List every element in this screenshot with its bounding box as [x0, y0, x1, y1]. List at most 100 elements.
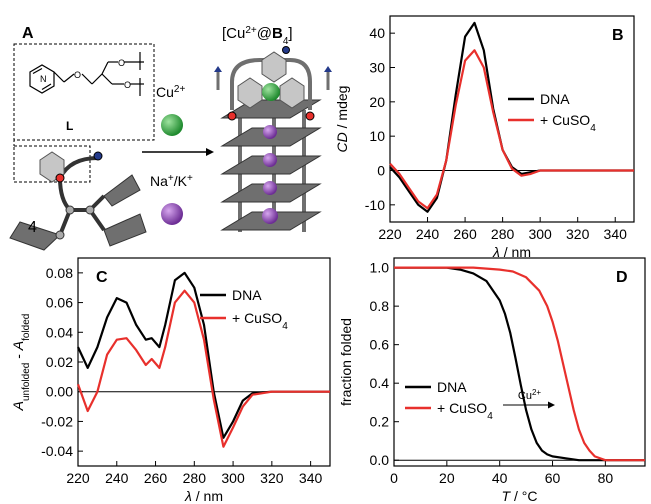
panel-c-difference-chart: 220 240 260 280 300 320 340 -0.04 -0.02 0.00 0.02 0…: [10, 257, 331, 504]
x-tick-label: 300: [528, 226, 552, 242]
shift-annotation: Cu2+: [518, 388, 542, 403]
legend-label: DNA: [540, 91, 570, 107]
legend-label: + CuSO4: [232, 310, 288, 332]
shift-arrowhead: [548, 401, 555, 409]
y-tick-label: -10: [365, 197, 385, 213]
panel-a-letter: A: [22, 25, 34, 42]
monomer-unit: [58, 156, 106, 236]
x-tick-label: 20: [439, 470, 455, 486]
y-tick-label: 0.2: [370, 414, 390, 430]
plot-frame: [389, 15, 635, 223]
y-tick-label: 0.0: [370, 452, 390, 468]
y-tick-label: 10: [369, 128, 385, 144]
legend-label: + CuSO4: [540, 112, 596, 134]
x-tick-label: 260: [144, 470, 168, 486]
cu-reagent-label: Cu2+: [156, 84, 185, 101]
y-tick-label: -0.02: [41, 413, 73, 429]
x-axis-title: T / °C: [502, 488, 538, 504]
cation-sphere: [263, 153, 277, 167]
strand-end-arrow: [324, 66, 332, 72]
stoichiometry-label: 4: [28, 219, 37, 236]
y-tick-label: 0.00: [46, 384, 73, 400]
y-axis-title: fraction folded: [338, 318, 354, 406]
y-tick-label: 0.04: [46, 324, 73, 340]
strand-end-arrow: [214, 66, 222, 72]
panel-b-cd-chart: 220 240 260 280 300 320 340 -10 0 10 20 30 40 Bλ / nm…: [334, 15, 635, 260]
y-axis-title: CD / mdeg: [334, 86, 350, 153]
x-tick-label: 220: [378, 226, 402, 242]
y-tick-label: 0: [377, 163, 385, 179]
pyridine-ring: [279, 77, 305, 109]
y-tick-label: 0.6: [370, 337, 390, 353]
panel-letter: B: [612, 27, 624, 44]
y-tick-label: 20: [369, 94, 385, 110]
y-tick-label: 0.8: [370, 298, 390, 314]
series-line-cuso4: [76, 289, 330, 448]
base-plate: [9, 221, 61, 251]
series-line-cuso4: [394, 266, 645, 462]
x-tick-label: 280: [183, 470, 207, 486]
x-tick-label: 340: [604, 226, 628, 242]
cation-sphere: [263, 125, 277, 139]
y-tick-label: 40: [369, 25, 385, 41]
series-line-cuso4: [389, 49, 634, 210]
junction-node: [65, 205, 75, 215]
y-axis-title: Aunfolded - Afolded: [10, 314, 32, 412]
strand-end-node: [282, 46, 290, 54]
pyridine-ring: [237, 77, 263, 109]
y-tick-label: 0.08: [46, 265, 73, 281]
reaction-arrowhead: [206, 148, 214, 156]
panel-a-schematic: A N O O O L: [9, 25, 332, 251]
x-tick-label: 240: [105, 470, 129, 486]
y-tick-label: 0.02: [46, 354, 73, 370]
cu-ion-sphere: [161, 114, 183, 136]
x-tick-label: 0: [390, 470, 398, 486]
x-tick-label: 340: [299, 470, 323, 486]
pyridine-ring: [261, 51, 287, 83]
linker-o-atom: O: [74, 70, 81, 80]
cation-sphere: [263, 181, 277, 195]
y-tick-label: 0.4: [370, 375, 390, 391]
cation-sphere: [262, 208, 278, 224]
cu-ion-center: [262, 83, 280, 101]
y-tick-label: -0.04: [41, 443, 73, 459]
linker-node: [305, 111, 315, 121]
y-tick-label: 0.06: [46, 295, 73, 311]
x-tick-label: 320: [260, 470, 284, 486]
series-line-dna: [394, 266, 645, 462]
panel-d-melting-chart: 0 20 40 60 80 0.0 0.2 0.4 0.6 0.8 1.0 D T / °C fracti…: [338, 257, 646, 504]
strand-end-node: [93, 151, 103, 161]
quadruplex-stack: [214, 46, 332, 232]
panel-letter: D: [616, 269, 628, 286]
base-plate: [103, 213, 147, 247]
y-tick-label: 1.0: [370, 260, 390, 276]
legend-label: DNA: [232, 287, 262, 303]
plot-frame: [393, 257, 646, 467]
linker-o-atom: O: [118, 58, 125, 68]
x-axis-title: λ / nm: [492, 244, 531, 260]
linker-node: [227, 111, 237, 121]
pyridine-n-atom: N: [40, 74, 47, 84]
x-tick-label: 40: [492, 470, 508, 486]
y-tick-label: 30: [369, 60, 385, 76]
series-line-dna: [77, 271, 330, 439]
linker-structure-drawing: [29, 52, 144, 96]
junction-node: [55, 230, 65, 240]
x-tick-label: 220: [66, 470, 90, 486]
series-line-dna: [389, 21, 634, 213]
linker-o-atom: O: [124, 80, 131, 90]
legend-label: DNA: [437, 379, 467, 395]
linker-node: [55, 173, 65, 183]
panel-letter: C: [96, 269, 108, 286]
linker-structure-box: [13, 43, 155, 141]
linker-label: L: [66, 119, 73, 133]
x-tick-label: 240: [416, 226, 440, 242]
x-tick-label: 260: [453, 226, 477, 242]
base-plate: [103, 174, 141, 207]
x-tick-label: 320: [566, 226, 590, 242]
plot-frame: [77, 257, 331, 467]
x-axis-title: λ / nm: [184, 488, 223, 504]
junction-node: [85, 205, 95, 215]
x-tick-label: 60: [545, 470, 561, 486]
